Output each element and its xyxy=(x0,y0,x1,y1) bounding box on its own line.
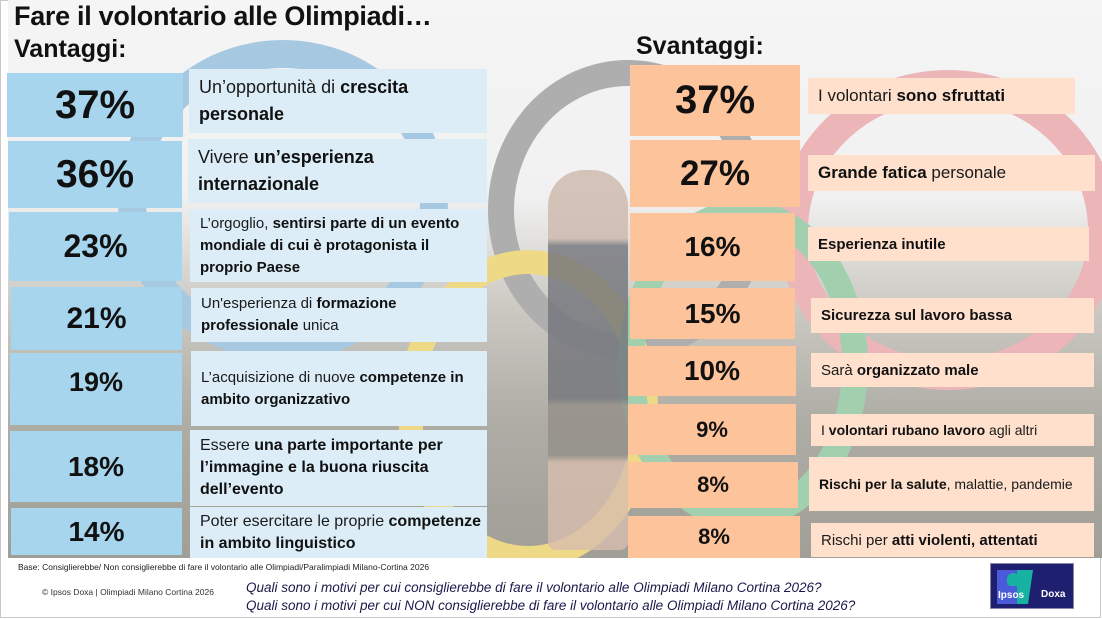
logo-doxa-text: Doxa xyxy=(1041,589,1066,600)
ipsos-head-icon xyxy=(1007,573,1019,586)
survey-question-1: Quali sono i motivi per cui consigliereb… xyxy=(246,580,822,595)
copyright: © Ipsos Doxa | Olimpiadi Milano Cortina … xyxy=(42,587,214,597)
vantaggi-label: L’acquisizione di nuove competenze in am… xyxy=(191,351,487,426)
vantaggi-label: Vivere un’esperienza internazionale xyxy=(188,139,487,203)
label-text: Un'esperienza di formazione professional… xyxy=(201,295,397,334)
label-text: Essere una parte importante per l’immagi… xyxy=(200,437,443,498)
label-text: Sicurezza sul lavoro bassa xyxy=(821,307,1012,324)
svantaggi-heading: Svantaggi: xyxy=(636,32,764,60)
vantaggi-heading: Vantaggi: xyxy=(14,35,127,63)
svantaggi-label: Sicurezza sul lavoro bassa xyxy=(811,298,1094,333)
label-text: Poter esercitare le proprie competenze i… xyxy=(200,512,481,552)
vantaggi-pct: 23% xyxy=(9,212,182,281)
survey-question-2: Quali sono i motivi per cui NON consigli… xyxy=(246,598,856,613)
label-text: Rischi per atti violenti, attentati xyxy=(821,531,1038,549)
svantaggi-label: Rischi per atti violenti, attentati xyxy=(811,523,1094,557)
svantaggi-pct: 16% xyxy=(630,213,795,281)
svantaggi-label: I volontari rubano lavoro agli altri xyxy=(811,414,1094,446)
base-note: Base: Consiglierebbe/ Non consiglierebbe… xyxy=(18,562,430,572)
svantaggi-pct: 10% xyxy=(628,346,796,396)
page-title: Fare il volontario alle Olimpiadi… xyxy=(14,1,432,31)
logo-ipsos-text: Ipsos xyxy=(998,590,1025,601)
vantaggi-pct: 36% xyxy=(8,141,182,208)
label-text: L’acquisizione di nuove competenze in am… xyxy=(201,368,464,408)
vantaggi-label: L’orgoglio, sentirsi parte di un evento … xyxy=(190,209,487,282)
ipsos-doxa-logo: Ipsos Doxa xyxy=(990,563,1074,609)
vantaggi-pct: 21% xyxy=(11,287,182,350)
svantaggi-pct: 9% xyxy=(628,404,796,455)
volunteer-person xyxy=(548,170,628,550)
svantaggi-label: Sarà organizzato male xyxy=(811,353,1094,387)
label-text: L’orgoglio, sentirsi parte di un evento … xyxy=(200,214,460,276)
svantaggi-label: Rischi per la salute, malattie, pandemie xyxy=(809,457,1094,511)
vantaggi-label: Un'esperienza di formazione professional… xyxy=(191,288,487,342)
svantaggi-pct: 8% xyxy=(628,516,800,558)
vantaggi-pct: 18% xyxy=(10,431,182,502)
svantaggi-pct: 37% xyxy=(630,65,800,136)
vantaggi-label: Un’opportunità di crescita personale xyxy=(189,69,487,133)
label-text: Grande fatica personale xyxy=(818,163,1007,182)
label-text: Sarà organizzato male xyxy=(821,361,979,379)
svantaggi-pct: 8% xyxy=(628,462,798,508)
svantaggi-label: Esperienza inutile xyxy=(808,227,1089,261)
svantaggi-label: Grande fatica personale xyxy=(808,155,1095,191)
label-text: Esperienza inutile xyxy=(818,235,946,253)
vantaggi-pct: 14% xyxy=(11,508,182,555)
vantaggi-pct: 19% xyxy=(10,353,182,425)
vantaggi-pct: 37% xyxy=(7,73,183,137)
label-text: I volontari rubano lavoro agli altri xyxy=(821,422,1038,438)
label-text: Un’opportunità di crescita personale xyxy=(199,77,409,124)
svantaggi-pct: 15% xyxy=(630,288,795,339)
label-text: Rischi per la salute, malattie, pandemie xyxy=(819,475,1073,492)
label-text: Vivere un’esperienza internazionale xyxy=(198,147,374,194)
svantaggi-pct: 27% xyxy=(630,140,800,207)
vantaggi-label: Poter esercitare le proprie competenze i… xyxy=(190,507,487,558)
vantaggi-label: Essere una parte importante per l’immagi… xyxy=(190,430,487,506)
svantaggi-label: I volontari sono sfruttati xyxy=(808,78,1075,114)
label-text: I volontari sono sfruttati xyxy=(818,86,1006,105)
